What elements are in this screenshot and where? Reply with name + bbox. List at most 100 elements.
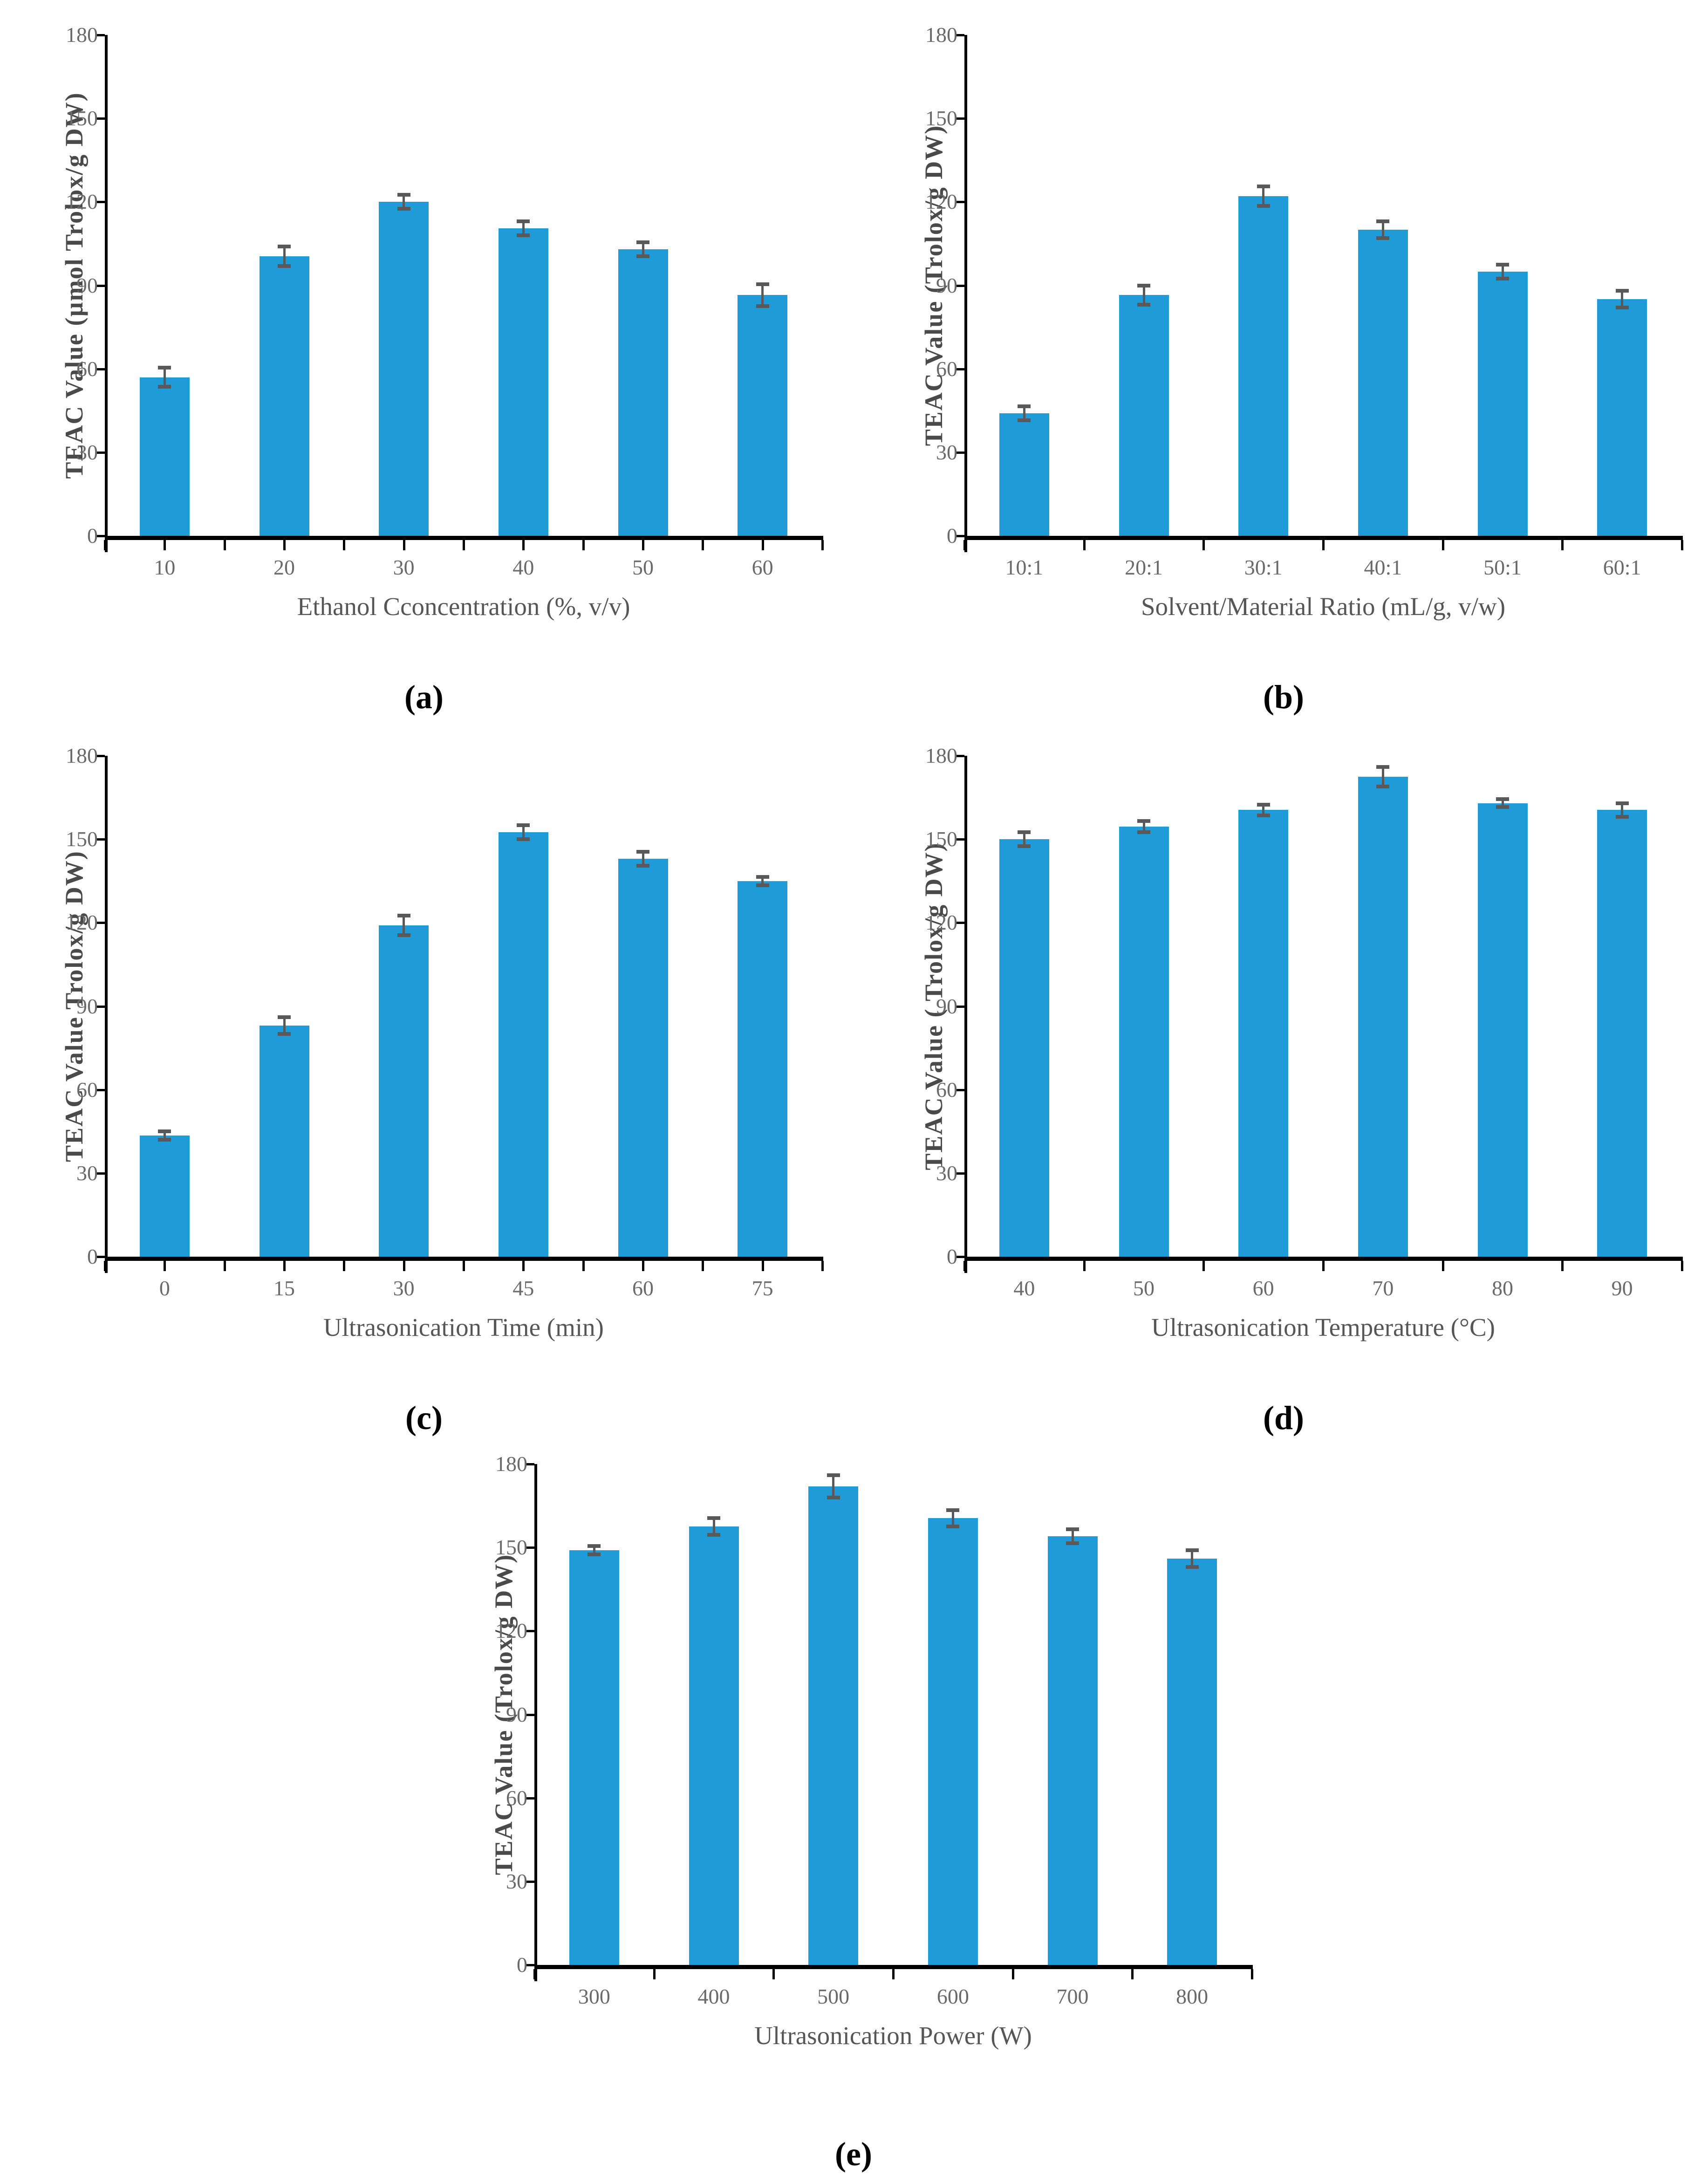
x-axis-tick [283,540,286,550]
y-axis-tick [525,1463,534,1465]
error-bar-cap [636,240,649,244]
bar [999,413,1049,536]
x-axis-tick [104,1261,106,1271]
y-tick-label: 60 [76,1077,98,1102]
error-bar-line [403,195,405,209]
error-bar-line [1191,1550,1194,1567]
x-tick-label: 50 [1133,1276,1155,1300]
error-bar-cap [278,244,291,248]
error-bar-cap [1018,830,1031,835]
x-axis-tick [403,540,405,550]
error-bar-line [1262,804,1265,816]
x-axis-tick [1083,540,1086,550]
bar [1047,1536,1098,1965]
bar [498,228,548,536]
y-axis-tick [955,284,964,287]
panel-letter: (b) [1263,678,1304,716]
x-axis-tick [761,1261,764,1271]
error-bar-cap [946,1525,960,1529]
y-axis-tick [955,1005,964,1008]
y-axis-tick [96,755,105,757]
x-axis-line [964,1257,1683,1261]
x-tick-label: 20:1 [1125,555,1163,579]
error-bar-cap [756,304,769,308]
x-axis-tick [1322,1261,1325,1271]
y-tick-label: 120 [925,190,957,214]
y-axis-tick [96,368,105,370]
x-axis-tick [223,1261,226,1271]
bar [379,202,429,536]
error-bar-line [403,916,405,936]
y-axis-tick [96,1005,105,1008]
y-tick-label: 180 [66,744,98,767]
y-axis-tick [955,838,964,841]
error-bar-line [712,1518,715,1535]
x-axis-tick [702,1261,704,1271]
x-axis-tick [1202,540,1205,550]
error-bar-cap [1496,805,1509,809]
x-tick-label: 40:1 [1364,555,1402,579]
x-axis-tick [164,1261,166,1271]
x-axis-tick [821,540,824,550]
bar [999,839,1049,1257]
x-axis-line [534,1965,1253,1969]
x-axis-tick [343,540,346,550]
y-axis-tick [955,535,964,537]
error-bar-cap [1018,844,1031,849]
panel-letter: (c) [405,1399,443,1437]
error-bar-cap [1066,1527,1079,1532]
error-bar-cap [1376,219,1390,224]
error-bar-cap [1137,283,1150,287]
error-bar-cap [517,823,530,828]
x-tick-label: 0 [159,1276,170,1300]
y-axis-tick [96,34,105,36]
error-bar-line [1501,799,1504,807]
bar [689,1526,739,1965]
plot-area [955,34,1683,552]
plot-area [96,34,824,552]
error-bar-cap [588,1553,601,1557]
bar [379,925,429,1257]
y-axis-line [964,35,967,552]
error-bar-cap [1257,204,1270,208]
x-tick-label: 15 [273,1276,295,1300]
x-axis-tick [343,1261,346,1271]
x-tick-label: 60 [1252,1276,1274,1300]
error-bar-cap [1018,418,1031,423]
x-axis-tick [223,540,226,550]
x-tick-label: 90 [1611,1276,1633,1300]
error-bar-line [1621,291,1624,308]
x-tick-label: 400 [697,1984,730,2008]
y-tick-label: 180 [925,744,957,767]
y-axis-tick [96,117,105,120]
y-tick-label: 120 [925,910,957,935]
error-bar-line [642,852,644,866]
y-axis-tick [96,838,105,841]
x-axis-tick [963,540,966,550]
x-axis-tick [283,1261,286,1271]
bar [259,1026,309,1257]
error-bar-cap [397,914,410,918]
bar [928,1518,978,1965]
y-axis-tick [955,451,964,454]
y-tick-label: 90 [76,273,98,297]
y-axis-tick [955,755,964,757]
y-axis-tick [955,117,964,120]
error-bar-line [761,284,764,307]
error-bar-cap [1257,802,1270,807]
x-axis-tick [772,1969,775,1979]
error-bar-line [761,876,764,885]
error-bar-cap [158,385,171,389]
error-bar-line [163,1131,166,1140]
x-tick-label: 80 [1491,1276,1513,1300]
bar [1358,230,1408,536]
x-tick-label: 10:1 [1005,555,1044,579]
x-tick-label: 70 [1372,1276,1394,1300]
x-axis-title: Ethanol Cconcentration (%, v/v) [297,592,630,621]
error-bar-line [522,221,525,235]
error-bar-cap [1496,262,1509,267]
y-tick-label: 30 [506,1869,527,1893]
y-tick-label: 0 [947,1245,957,1268]
y-axis-tick [96,1172,105,1175]
error-bar-line [1381,766,1384,787]
